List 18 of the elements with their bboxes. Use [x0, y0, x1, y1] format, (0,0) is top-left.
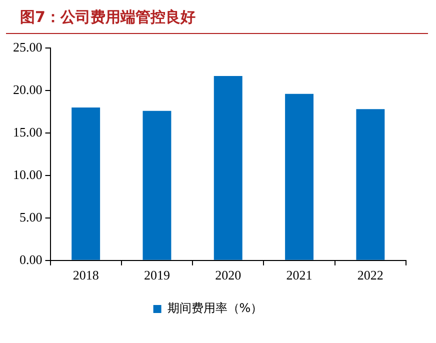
y-tick-label: 0.00: [20, 252, 42, 267]
x-tick-label: 2018: [72, 268, 99, 283]
bar: [285, 94, 314, 260]
y-tick-label: 10.00: [13, 166, 42, 182]
bar: [72, 107, 100, 260]
chart-title: 图7：公司费用端管控良好: [6, 0, 428, 34]
y-tick-label: 15.00: [13, 124, 42, 140]
x-tick-label: 2021: [286, 268, 312, 283]
bar: [142, 110, 172, 260]
x-tick-label: 2020: [215, 268, 242, 283]
y-tick-label: 5.00: [20, 209, 42, 224]
x-tick-label: 2019: [144, 268, 170, 283]
legend-label: 期间费用率（%）: [167, 301, 263, 316]
y-tick-label: 20.00: [13, 82, 42, 97]
x-tick-label: 2022: [357, 268, 384, 283]
bar: [214, 76, 242, 260]
y-tick-label: 25.00: [13, 39, 42, 54]
bar: [356, 109, 385, 260]
